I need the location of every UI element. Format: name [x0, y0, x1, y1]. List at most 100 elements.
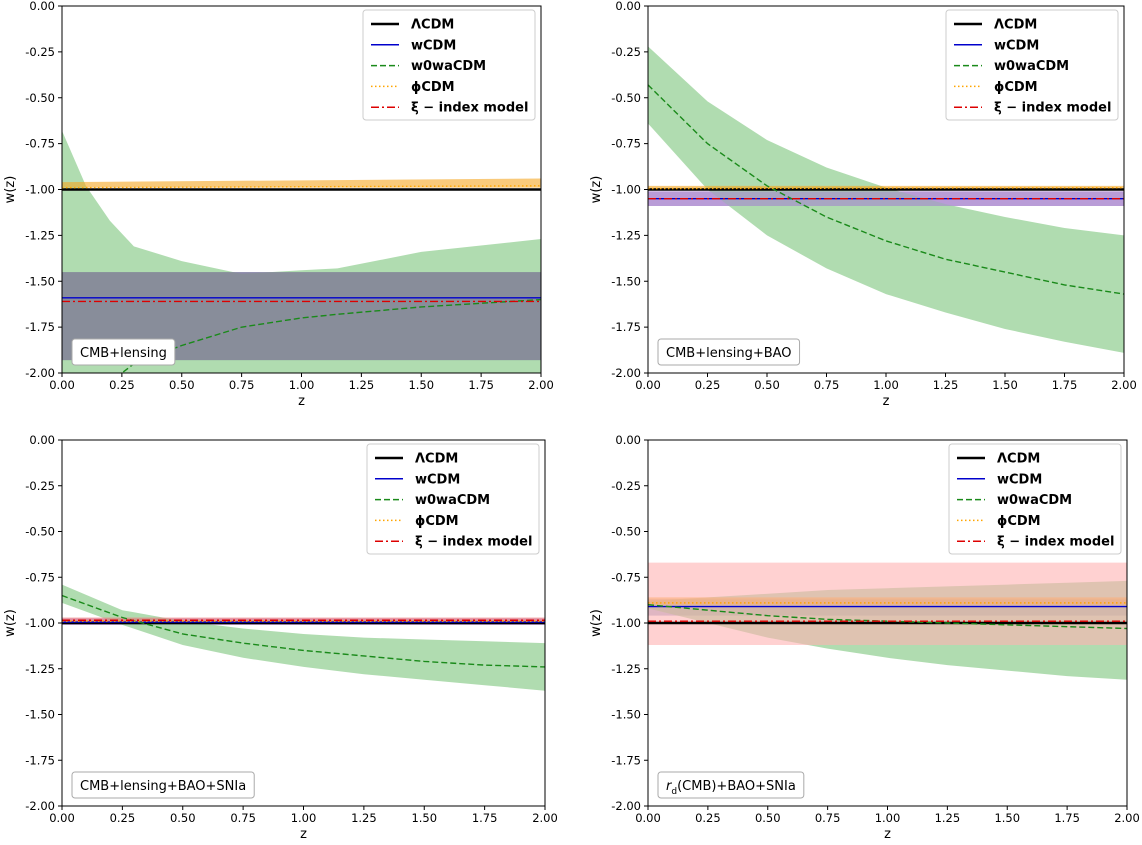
series-line-2	[62, 594, 545, 668]
panel-4: 0.00 0.25 0.50 0.75 1.00 1.25 1.50 1.75 2.00 0.00…	[589, 433, 1140, 842]
y-tick-label: -1.00	[25, 616, 55, 630]
x-tick-label: 1.75	[1052, 378, 1078, 392]
x-tick-label: 0.50	[169, 378, 195, 392]
y-tick-label: -0.75	[611, 137, 641, 151]
x-tick-label: 1.50	[408, 378, 434, 392]
y-tick-label: -0.25	[611, 45, 641, 59]
annotation-text: CMB+lensing+BAO+SNIa	[80, 779, 246, 794]
y-tick-label: -1.00	[611, 183, 641, 197]
annotation-box	[71, 771, 255, 799]
band-2	[62, 584, 545, 691]
legend-label-0: ΛCDM	[997, 452, 1040, 467]
series-line-2	[648, 604, 1127, 630]
x-tick-label: 1.25	[933, 378, 959, 392]
x-axis-label: z	[298, 394, 305, 409]
y-tick-label: -1.25	[611, 228, 641, 242]
x-tick-label: 1.75	[468, 378, 494, 392]
x-tick-label: 0.50	[170, 811, 196, 825]
x-axis-label: z	[884, 827, 891, 842]
legend-label-4: ξ − index model	[994, 101, 1111, 116]
y-tick-label: 0.00	[29, 433, 55, 447]
plot-area	[62, 584, 545, 691]
legend-label-4: ξ − index model	[411, 101, 528, 116]
legend-label-0: ΛCDM	[415, 452, 458, 467]
y-tick-label: -0.25	[25, 479, 55, 493]
y-tick-label: -0.50	[611, 91, 641, 105]
x-tick-label: 1.50	[994, 811, 1020, 825]
y-tick-label: -1.25	[611, 662, 641, 676]
legend-label-3: ϕCDM	[997, 514, 1041, 529]
legend-label-1: wCDM	[411, 38, 456, 53]
y-tick-label: -1.75	[25, 753, 55, 767]
y-tick-label: 0.00	[615, 0, 641, 13]
y-tick-label: -1.00	[25, 183, 55, 197]
y-tick-label: 0.00	[29, 0, 55, 13]
plot-area	[648, 562, 1127, 680]
x-tick-label: 1.75	[1054, 811, 1080, 825]
annotation-text: CMB+lensing	[80, 346, 167, 361]
plot-area	[62, 130, 541, 373]
x-tick-label: 1.25	[935, 811, 961, 825]
x-tick-label: 1.00	[875, 811, 901, 825]
legend-label-0: ΛCDM	[411, 18, 454, 33]
y-tick-label: -2.00	[25, 366, 55, 380]
y-tick-label: -0.75	[611, 570, 641, 584]
y-tick-label: -0.25	[611, 479, 641, 493]
y-tick-label: -0.25	[25, 45, 55, 59]
y-tick-label: -0.75	[25, 137, 55, 151]
y-tick-label: -0.50	[611, 525, 641, 539]
legend-label-2: w0waCDM	[994, 59, 1069, 74]
x-tick-label: 0.75	[230, 811, 256, 825]
x-tick-label: 1.50	[992, 378, 1018, 392]
x-tick-label: 0.50	[754, 378, 780, 392]
panel-3: 0.00 0.25 0.50 0.75 1.00 1.25 1.50 1.75 2.00 0.00…	[3, 433, 558, 842]
legend-label-3: ϕCDM	[994, 80, 1038, 95]
x-tick-label: 0.00	[635, 378, 661, 392]
legend-label-2: w0waCDM	[411, 59, 486, 74]
legend-label-3: ϕCDM	[415, 514, 459, 529]
legend-box	[362, 9, 536, 121]
x-tick-label: 0.75	[814, 378, 840, 392]
y-axis-label: w(z)	[3, 609, 18, 637]
annotation-box	[71, 338, 176, 366]
plot-area	[648, 46, 1124, 353]
annotation-box	[657, 338, 801, 366]
y-tick-label: -1.75	[611, 320, 641, 334]
series-line-2	[120, 298, 541, 373]
y-tick-label: -2.00	[25, 799, 55, 813]
legend-box	[945, 9, 1119, 121]
y-tick-label: 0.00	[615, 433, 641, 447]
x-tick-label: 0.00	[49, 811, 75, 825]
y-tick-label: -1.25	[25, 228, 55, 242]
y-tick-label: -0.50	[25, 525, 55, 539]
x-tick-label: 0.25	[695, 811, 721, 825]
legend-label-3: ϕCDM	[411, 80, 455, 95]
x-axis-label: z	[300, 827, 307, 842]
x-tick-label: 0.50	[755, 811, 781, 825]
x-tick-label: 2.00	[1114, 811, 1140, 825]
legend-label-0: ΛCDM	[994, 18, 1037, 33]
y-tick-label: -2.00	[611, 799, 641, 813]
x-tick-label: 1.00	[289, 378, 315, 392]
x-tick-label: 2.00	[1111, 378, 1137, 392]
x-tick-label: 0.25	[110, 811, 136, 825]
legend-label-1: wCDM	[997, 472, 1042, 487]
y-axis-label: w(z)	[3, 176, 18, 204]
x-tick-label: 0.00	[635, 811, 661, 825]
x-tick-label: 2.00	[528, 378, 554, 392]
series-line-3	[648, 186, 1124, 190]
x-tick-label: 1.00	[873, 378, 899, 392]
panel-1: 0.00 0.25 0.50 0.75 1.00 1.25 1.50 1.75 2.00 0.00…	[3, 0, 554, 409]
legend-label-4: ξ − index model	[997, 535, 1114, 550]
legend-label-1: wCDM	[415, 472, 460, 487]
x-axis-label: z	[883, 394, 890, 409]
x-tick-label: 0.00	[49, 378, 75, 392]
x-tick-label: 0.25	[109, 378, 135, 392]
x-tick-label: 1.75	[472, 811, 498, 825]
legend-box	[948, 443, 1122, 555]
x-tick-label: 0.75	[815, 811, 841, 825]
series-line-2	[648, 84, 1124, 295]
panel-2: 0.00 0.25 0.50 0.75 1.00 1.25 1.50 1.75 2.00 0.00…	[589, 0, 1137, 409]
annotation-text: rd(CMB)+BAO+SNIa	[666, 779, 796, 797]
